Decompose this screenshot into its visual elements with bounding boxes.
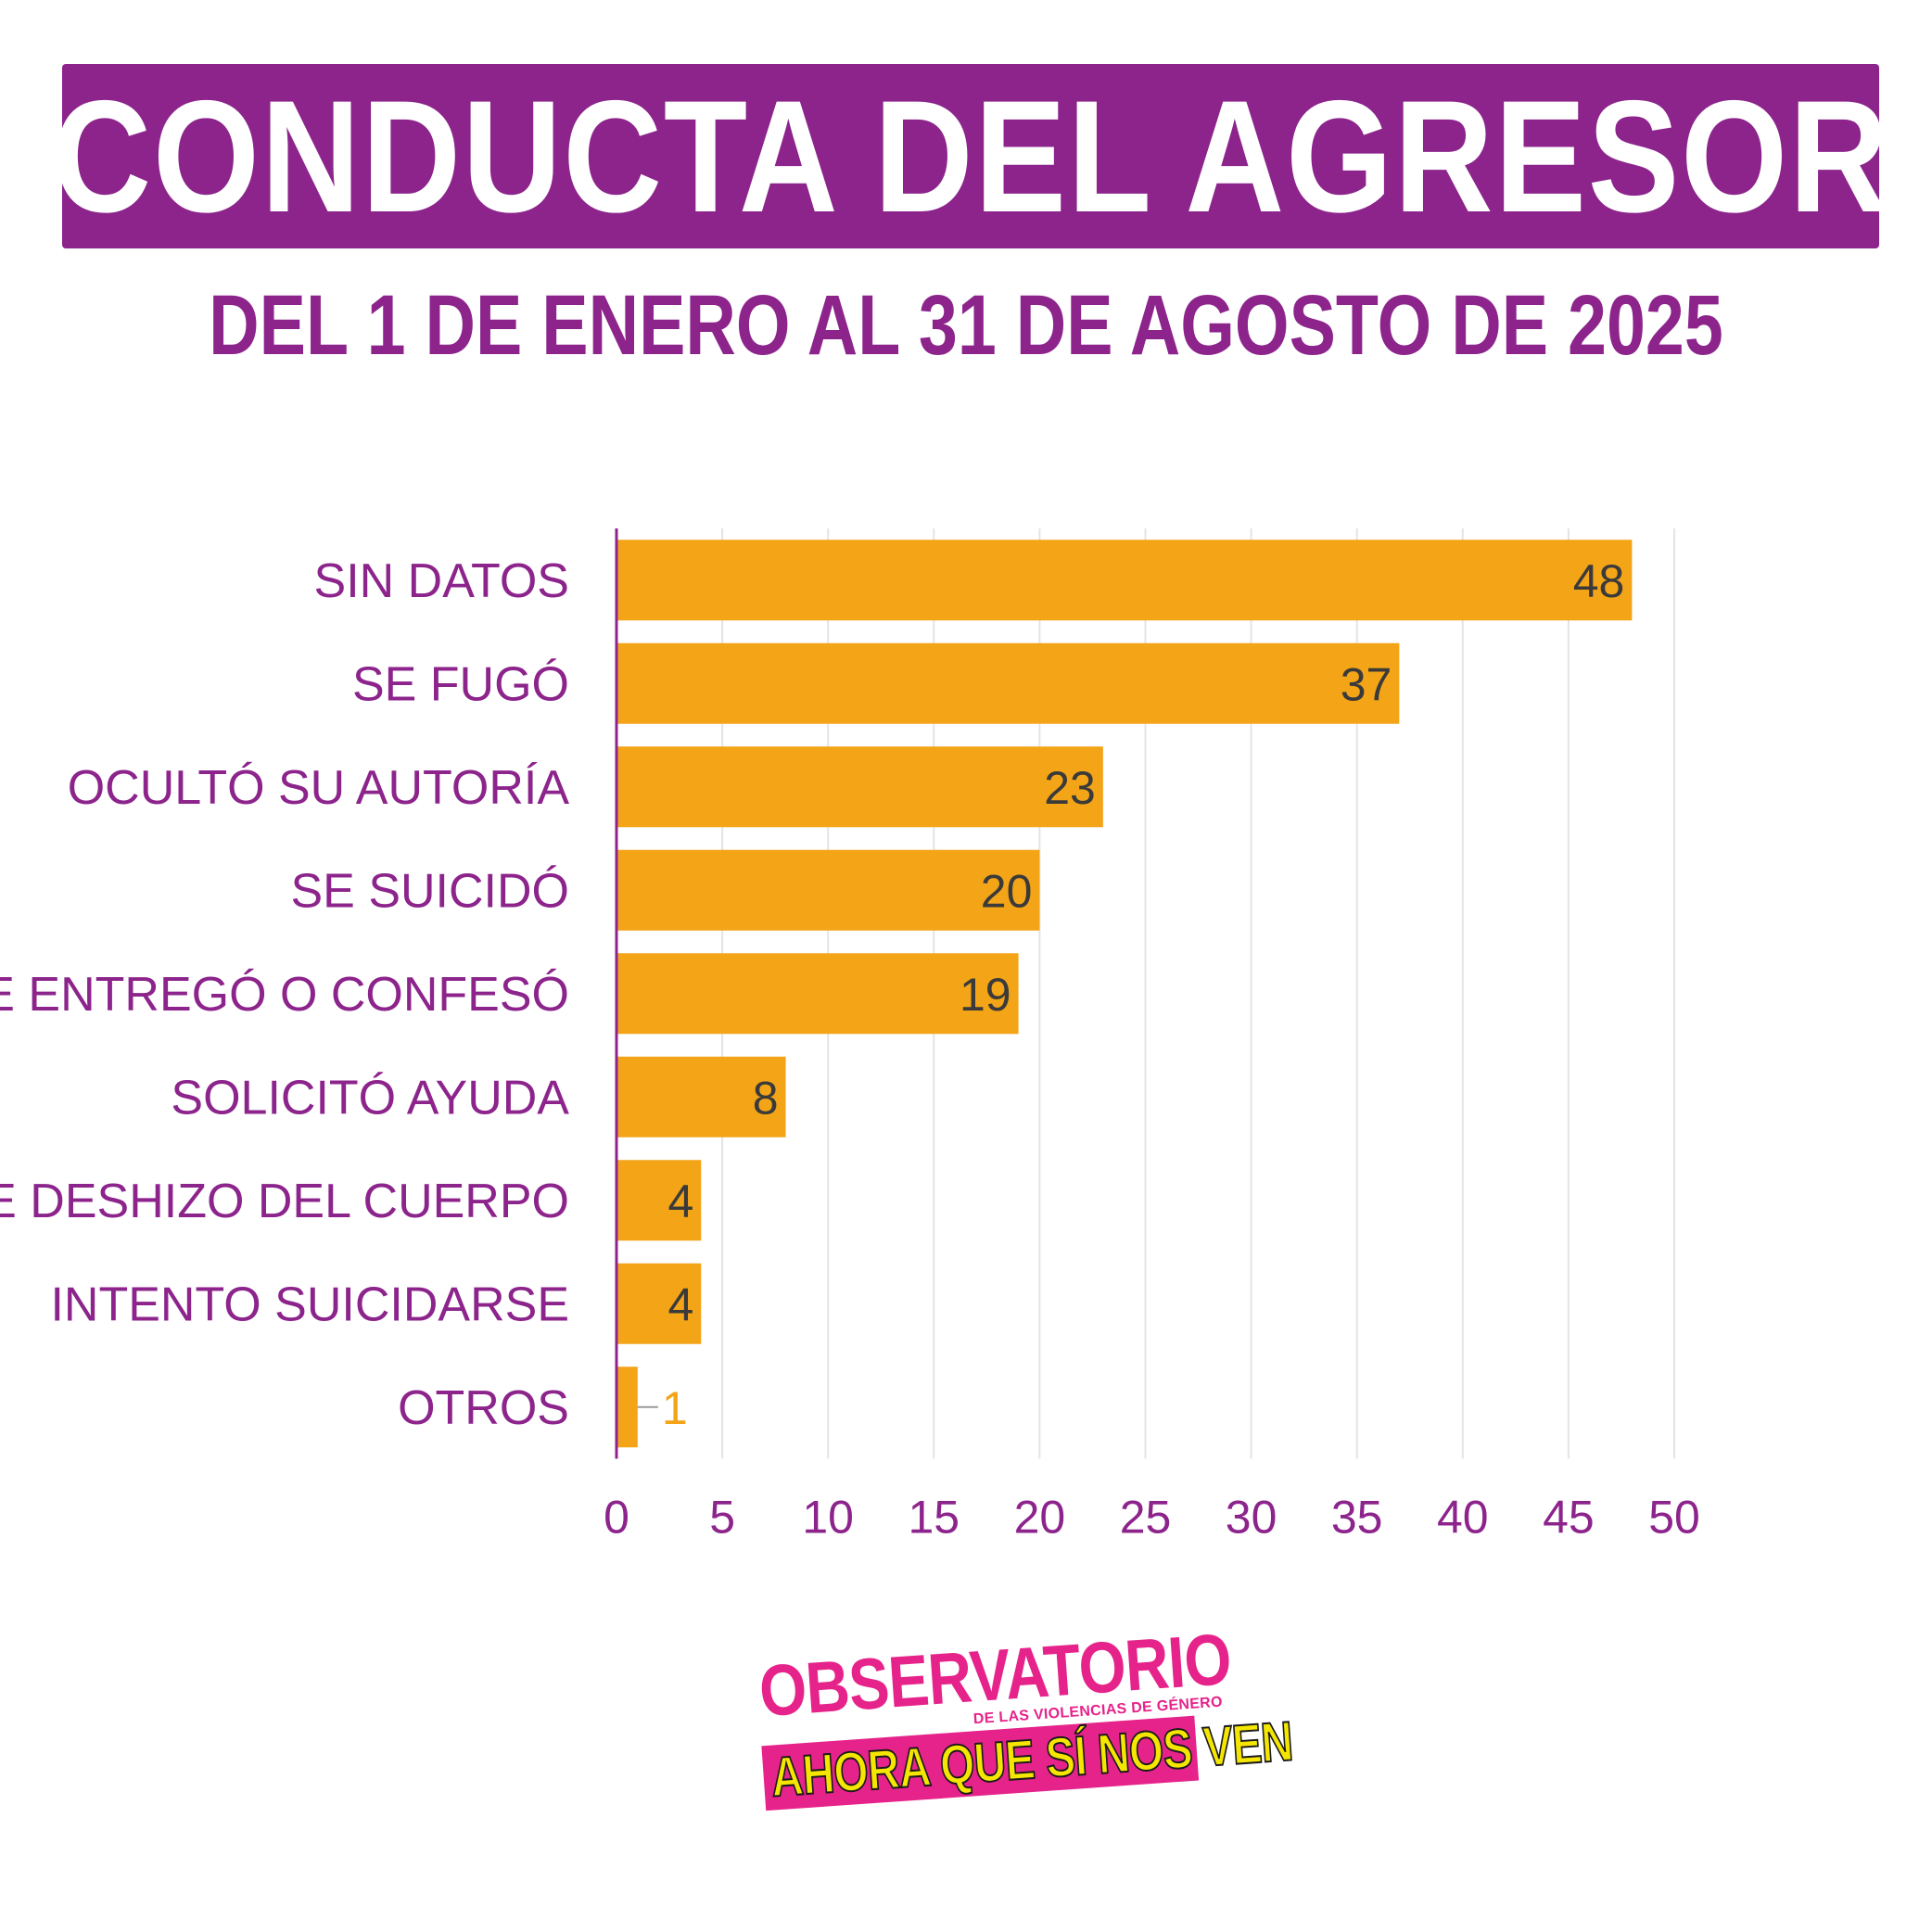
bar	[616, 1056, 786, 1138]
data-label: 48	[1573, 555, 1625, 607]
bar	[616, 849, 1040, 931]
bar	[616, 953, 1019, 1035]
x-tick-label: 5	[709, 1492, 735, 1544]
category-label: SOLICITÓ AYUDA	[171, 1071, 569, 1125]
bar	[616, 1160, 702, 1241]
bar	[616, 1263, 702, 1344]
data-label: 1	[662, 1382, 688, 1434]
chart-subtitle: DEL 1 DE ENERO AL 31 DE AGOSTO DE 2025	[209, 278, 1723, 373]
logo-band: AHORA QUE SÍ NOS VEN	[761, 1710, 1295, 1811]
bar	[616, 642, 1400, 724]
bar	[616, 746, 1103, 828]
category-label: OCULTÓ SU AUTORÍA	[68, 761, 570, 815]
x-tick-label: 50	[1648, 1492, 1700, 1544]
x-tick-label: 40	[1437, 1492, 1489, 1544]
x-tick-label: 15	[908, 1492, 960, 1544]
category-label: SE SUICIDÓ	[291, 864, 570, 918]
x-tick-label: 30	[1226, 1492, 1277, 1544]
observatorio-logo: OBSERVATORIO DE LAS VIOLENCIAS DE GÉNERO…	[749, 1618, 1295, 1824]
x-tick-label: 20	[1014, 1492, 1066, 1544]
x-tick-label: 35	[1331, 1492, 1383, 1544]
title-banner: CONDUCTA DEL AGRESOR	[52, 64, 1888, 248]
bar	[616, 540, 1633, 621]
category-label: INTENTO SUICIDARSE	[50, 1277, 569, 1331]
category-label: SE FUGÓ	[352, 657, 569, 711]
bar	[616, 1366, 638, 1448]
data-label: 4	[667, 1176, 693, 1227]
data-label: 8	[753, 1072, 779, 1124]
x-tick-label: 45	[1543, 1492, 1595, 1544]
x-tick-label: 25	[1120, 1492, 1172, 1544]
data-label: 37	[1341, 658, 1392, 710]
x-tick-label: 0	[604, 1492, 629, 1544]
category-label: SE ENTREGÓ O CONFESÓ	[0, 968, 569, 1022]
data-label: 4	[667, 1278, 693, 1330]
data-label: 19	[960, 969, 1011, 1021]
category-label: SIN DATOS	[314, 554, 569, 608]
data-label: 23	[1044, 762, 1096, 814]
category-label: OTROS	[398, 1381, 569, 1435]
data-label: 20	[981, 865, 1033, 917]
chart-title: CONDUCTA DEL AGRESOR	[51, 67, 1890, 246]
category-label: SE DESHIZO DEL CUERPO	[0, 1175, 569, 1228]
x-tick-label: 10	[802, 1492, 854, 1544]
